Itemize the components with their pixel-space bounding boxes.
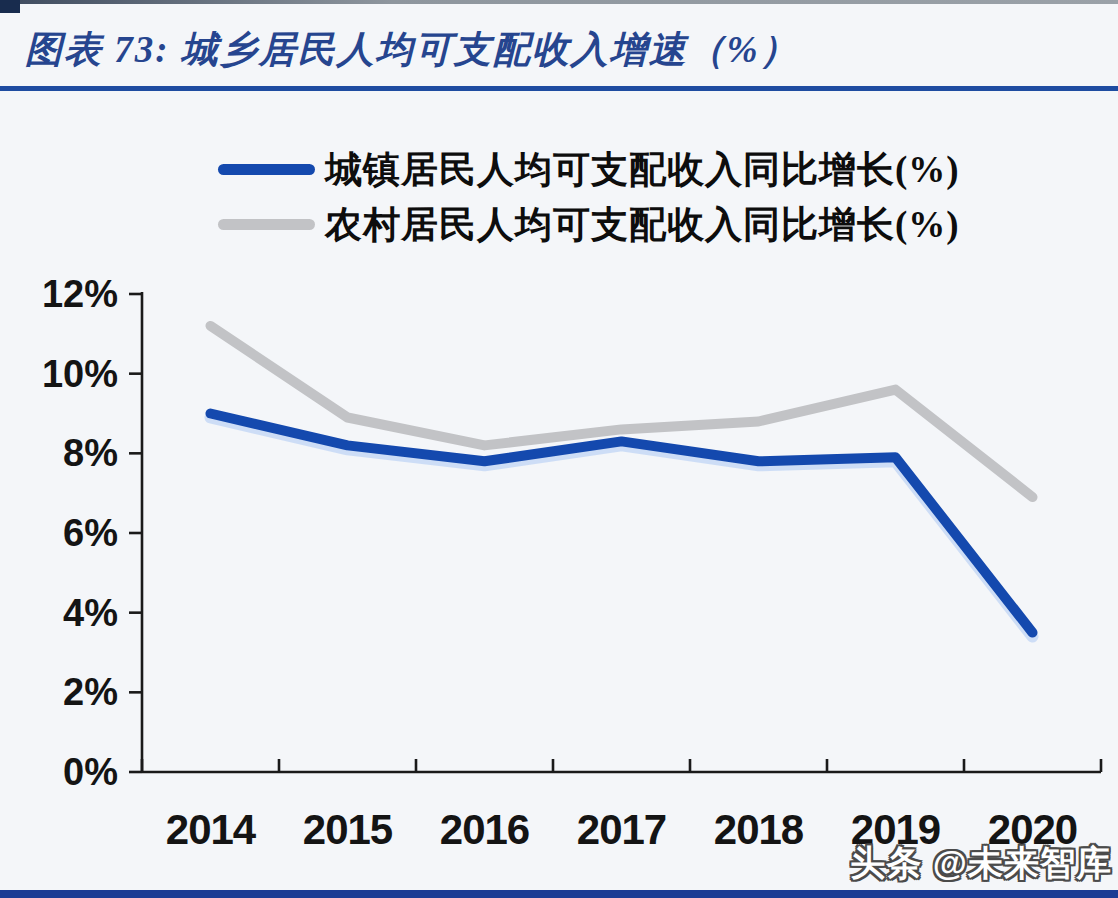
y-tick-label: 4% <box>63 592 118 634</box>
bottom-border-bar <box>0 890 1118 898</box>
x-tick-label: 2017 <box>577 806 666 853</box>
line-chart: 0%2%4%6%8%10%12%201420152016201720182019… <box>0 0 1118 898</box>
watermark-text: 头条 @未来智库 <box>850 840 1112 887</box>
y-tick-label: 6% <box>63 512 118 554</box>
y-tick-label: 2% <box>63 671 118 713</box>
y-tick-label: 8% <box>63 432 118 474</box>
x-tick-label: 2014 <box>166 806 257 853</box>
y-tick-label: 10% <box>42 353 118 395</box>
x-tick-label: 2018 <box>714 806 804 853</box>
series-line-glow <box>211 418 1033 637</box>
y-tick-label: 12% <box>42 273 118 315</box>
x-tick-label: 2016 <box>440 806 529 853</box>
series-line-0 <box>211 414 1033 633</box>
y-tick-label: 0% <box>63 751 118 793</box>
x-tick-label: 2015 <box>303 806 393 853</box>
